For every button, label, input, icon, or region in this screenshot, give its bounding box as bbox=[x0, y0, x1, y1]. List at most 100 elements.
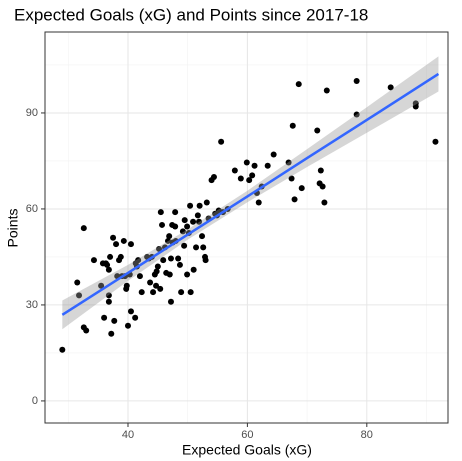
point bbox=[153, 282, 160, 289]
point bbox=[289, 122, 296, 129]
point bbox=[157, 209, 164, 216]
point bbox=[298, 185, 305, 192]
point bbox=[181, 242, 188, 249]
point bbox=[83, 327, 90, 334]
point bbox=[159, 221, 166, 228]
point bbox=[107, 253, 114, 260]
point bbox=[270, 151, 277, 158]
point bbox=[110, 234, 117, 241]
point bbox=[179, 228, 186, 235]
point bbox=[251, 162, 258, 169]
point bbox=[288, 175, 295, 182]
point bbox=[432, 138, 439, 145]
point bbox=[138, 289, 145, 296]
point bbox=[237, 175, 244, 182]
x-axis-label: Expected Goals (xG) bbox=[182, 442, 312, 458]
point bbox=[194, 212, 201, 219]
y-axis-label: Points bbox=[5, 209, 21, 248]
point bbox=[98, 282, 105, 289]
point bbox=[132, 314, 139, 321]
chart-title: Expected Goals (xG) and Points since 201… bbox=[14, 5, 368, 24]
point bbox=[353, 77, 360, 84]
point bbox=[111, 317, 118, 324]
point bbox=[164, 237, 171, 244]
point bbox=[243, 159, 250, 166]
point bbox=[196, 202, 203, 209]
point bbox=[101, 314, 108, 321]
point bbox=[166, 233, 173, 240]
point bbox=[181, 217, 188, 224]
point bbox=[154, 263, 161, 270]
point bbox=[291, 196, 298, 203]
point bbox=[117, 253, 124, 260]
plot-panel bbox=[45, 32, 448, 423]
point bbox=[184, 223, 191, 230]
point bbox=[156, 245, 163, 252]
point bbox=[147, 279, 154, 286]
y-tick-label: 60 bbox=[26, 203, 38, 215]
point bbox=[321, 199, 328, 206]
point bbox=[184, 271, 191, 278]
panel-border bbox=[44, 31, 449, 424]
point bbox=[172, 223, 179, 230]
point bbox=[193, 244, 200, 251]
point bbox=[196, 218, 203, 225]
point bbox=[105, 298, 112, 305]
point bbox=[105, 292, 112, 299]
point bbox=[135, 257, 142, 264]
point bbox=[249, 172, 256, 179]
point bbox=[104, 261, 111, 268]
point bbox=[105, 266, 112, 273]
point bbox=[319, 183, 326, 190]
y-tick-label: 30 bbox=[26, 299, 38, 311]
point bbox=[74, 279, 81, 286]
point bbox=[387, 84, 394, 91]
y-tick-label: 0 bbox=[32, 395, 38, 407]
point bbox=[167, 298, 174, 305]
point bbox=[203, 199, 210, 206]
point bbox=[136, 273, 143, 280]
confidence-band bbox=[62, 56, 439, 330]
x-tick-label: 80 bbox=[361, 429, 373, 441]
point bbox=[187, 202, 194, 209]
point bbox=[264, 162, 271, 169]
x-tick-label: 60 bbox=[241, 429, 253, 441]
point bbox=[150, 289, 157, 296]
trend-line bbox=[61, 72, 440, 316]
point bbox=[108, 330, 115, 337]
point bbox=[59, 346, 66, 353]
point bbox=[76, 292, 83, 299]
point bbox=[199, 233, 206, 240]
point bbox=[127, 241, 134, 248]
point bbox=[113, 241, 120, 248]
point bbox=[123, 282, 130, 289]
point bbox=[353, 111, 360, 118]
point bbox=[176, 261, 183, 268]
point bbox=[153, 268, 160, 275]
point bbox=[314, 127, 321, 134]
point bbox=[175, 255, 182, 262]
point bbox=[295, 81, 302, 88]
point bbox=[90, 257, 97, 264]
point bbox=[190, 218, 197, 225]
point bbox=[210, 173, 217, 180]
point bbox=[178, 289, 185, 296]
point bbox=[187, 289, 194, 296]
point bbox=[166, 271, 173, 278]
point bbox=[172, 209, 179, 216]
point bbox=[200, 244, 207, 251]
point bbox=[120, 237, 127, 244]
point bbox=[285, 159, 292, 166]
x-tick-label: 40 bbox=[122, 429, 134, 441]
point bbox=[127, 308, 134, 315]
point bbox=[323, 87, 330, 94]
point bbox=[202, 257, 209, 264]
point bbox=[167, 255, 174, 262]
point bbox=[218, 138, 225, 145]
point bbox=[412, 103, 419, 110]
point bbox=[124, 322, 131, 329]
point bbox=[80, 225, 87, 232]
point bbox=[160, 257, 167, 264]
point bbox=[157, 285, 164, 292]
